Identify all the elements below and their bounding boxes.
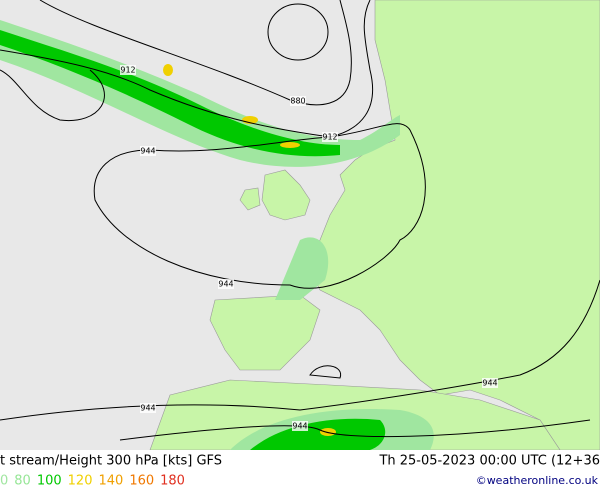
legend-value: 180 xyxy=(160,474,185,489)
contour-line xyxy=(267,3,329,61)
contour-label: 912 xyxy=(120,66,135,75)
label-bg xyxy=(290,96,306,106)
jet-max xyxy=(280,142,300,148)
jet-band-outer xyxy=(0,20,400,167)
contour-labels: 912 880 912 944 944 944 944 944 xyxy=(120,65,498,431)
contour-label: 944 xyxy=(218,280,233,289)
label-bg xyxy=(218,279,234,289)
contour-label: 944 xyxy=(292,422,307,431)
contour-label: 912 xyxy=(322,133,337,142)
map-title: t stream/Height 300 hPa [kts] GFS xyxy=(0,454,222,469)
jet-band-outer xyxy=(275,237,329,300)
legend-value: 80 xyxy=(14,474,31,489)
legend-value: 140 xyxy=(98,474,123,489)
iberia xyxy=(209,294,321,371)
legend-value: 160 xyxy=(129,474,154,489)
contour-line xyxy=(0,279,600,421)
legend: 0 80 100 120 140 160 180 xyxy=(0,474,185,489)
contour-line xyxy=(119,419,591,441)
credit: ©weatheronline.co.uk xyxy=(476,474,599,487)
britain xyxy=(261,169,311,221)
label-bg xyxy=(292,421,308,431)
legend-value: 100 xyxy=(37,474,62,489)
jet-max xyxy=(163,64,173,76)
label-bg xyxy=(140,146,156,156)
label-bg xyxy=(120,65,136,75)
contour-label: 944 xyxy=(140,404,155,413)
jet-stream xyxy=(0,20,434,450)
legend-value: 120 xyxy=(68,474,93,489)
legend-value: 0 xyxy=(0,474,8,489)
europe xyxy=(309,0,600,451)
ireland xyxy=(239,187,261,211)
contour-line xyxy=(0,0,374,138)
contour-label: 944 xyxy=(482,379,497,388)
contour-label: 880 xyxy=(290,97,305,106)
contour-line xyxy=(0,69,105,122)
jet-band-core xyxy=(0,30,340,157)
contour-line xyxy=(309,365,342,379)
contour-label: 944 xyxy=(140,147,155,156)
label-bg xyxy=(482,378,498,388)
jet-band-core xyxy=(250,418,386,450)
footer xyxy=(0,450,600,490)
map-datetime: Th 25-05-2023 00:00 UTC (12+36 xyxy=(378,454,600,469)
jet-max xyxy=(320,428,336,436)
label-bg xyxy=(322,132,338,142)
contour-line xyxy=(93,123,426,289)
height-contours xyxy=(0,0,600,441)
label-bg xyxy=(140,403,156,413)
